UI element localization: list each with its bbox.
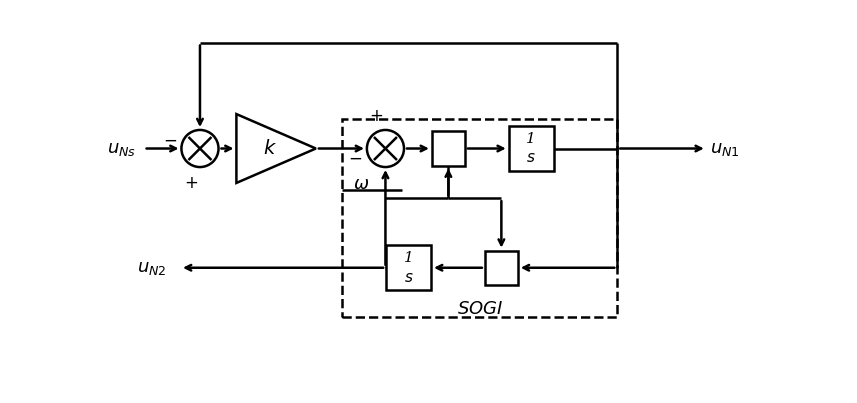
Bar [485,251,518,285]
Bar [387,245,431,290]
Bar [432,131,465,166]
Text: $-$: $-$ [348,149,363,167]
Text: 1: 1 [526,132,536,145]
Text: $s$: $s$ [526,152,536,165]
Bar [343,119,617,318]
Text: $SOGI$: $SOGI$ [457,300,503,318]
Text: $u_{N1}$: $u_{N1}$ [710,139,740,158]
Text: $s$: $s$ [404,271,413,285]
Text: 1: 1 [404,251,414,265]
Text: $\omega$: $\omega$ [352,174,369,193]
Text: $+$: $+$ [369,107,383,125]
Text: $-$: $-$ [163,130,177,148]
Text: $+$: $+$ [183,174,198,192]
Text: $k$: $k$ [262,139,277,158]
Text: $u_{Ns}$: $u_{Ns}$ [107,139,136,158]
Text: $u_{N2}$: $u_{N2}$ [137,259,167,277]
Bar [509,126,554,171]
